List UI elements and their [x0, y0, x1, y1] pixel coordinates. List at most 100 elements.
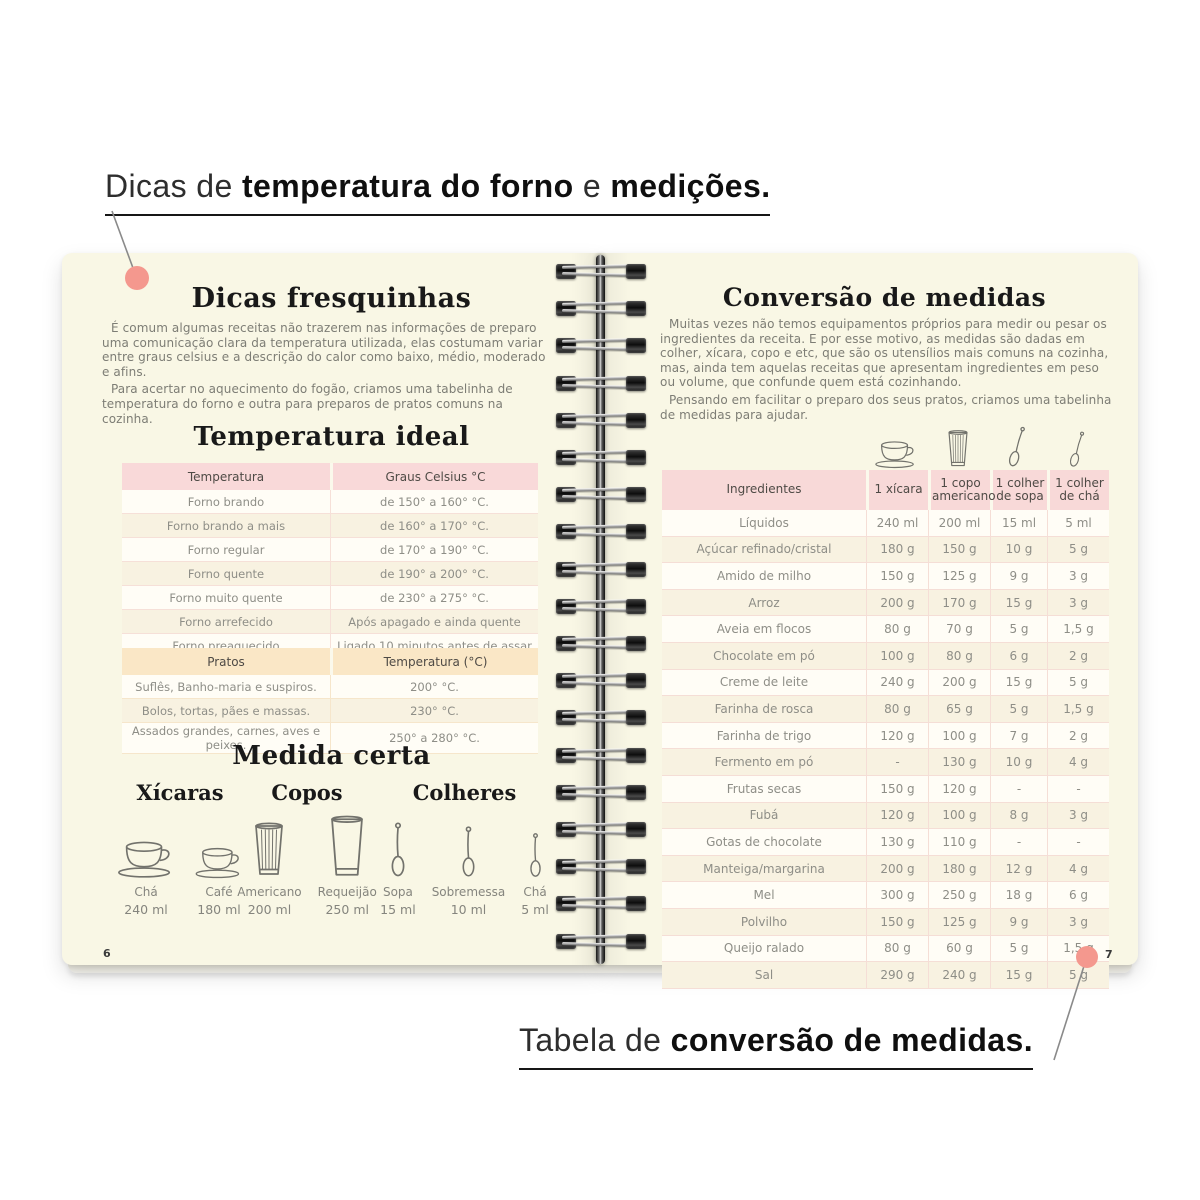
table-cell: 120 g — [866, 722, 928, 750]
table-cell: 230° °C. — [330, 699, 538, 723]
table-cell: 4 g — [1047, 749, 1109, 776]
temperature-section-title: Temperatura ideal — [193, 422, 470, 452]
table-cell: Açúcar refinado/cristal — [662, 537, 866, 564]
table-cell: Polvilho — [662, 909, 866, 936]
spiral-ring — [556, 858, 646, 876]
annotation-top-period: . — [761, 168, 771, 204]
page-number-right: 7 — [1105, 948, 1113, 961]
spiral-ring — [556, 412, 646, 430]
teacup-icon — [115, 817, 177, 879]
table-cell: Assados grandes, carnes, aves e peixes. — [122, 723, 330, 754]
spiral-ring — [556, 337, 646, 355]
table-cell: 100 g — [928, 722, 990, 750]
measure-value: 250 ml — [325, 902, 369, 917]
measure-value: 5 ml — [521, 902, 549, 917]
annotation-dot-bottom — [1076, 946, 1098, 968]
table-cell: 4 g — [1047, 855, 1109, 883]
column-header: Graus Celsius °C — [330, 463, 538, 490]
table-row: Suflês, Banho-maria e suspiros. 200° °C. — [122, 675, 538, 699]
measure-group-label: Colheres — [412, 780, 517, 805]
table-row: Forno regular de 170° a 190° °C. — [122, 538, 538, 562]
table-cell: 125 g — [928, 908, 990, 936]
table-cell: 250° a 280° °C. — [330, 723, 538, 754]
table-cell: 180 g — [928, 855, 990, 883]
table-cell: Gotas de chocolate — [662, 829, 866, 856]
table-cell: 150 g — [866, 908, 928, 936]
table-cell: 200 g — [866, 589, 928, 617]
annotation-bottom-period: . — [1023, 1022, 1033, 1058]
table-row: Assados grandes, carnes, aves e peixes. 2… — [122, 723, 538, 754]
intro-paragraph: É comum algumas receitas não trazerem na… — [102, 321, 546, 379]
measure-value: 200 ml — [247, 902, 292, 917]
oven-temperature-table: Temperatura Graus Celsius °C Forno brand… — [122, 463, 538, 658]
table-cell: Creme de leite — [662, 670, 866, 697]
table-cell: 240 g — [928, 962, 990, 989]
table-cell: 5 g — [990, 696, 1047, 723]
table-cell: 80 g — [866, 696, 928, 723]
measure-section-title: Medida certa — [232, 741, 431, 771]
table-cell: 15 g — [990, 669, 1047, 697]
measure-item: Requeijão 250 ml — [318, 817, 377, 917]
table-cell: 5 g — [1047, 536, 1109, 564]
annotation-top-light: Dicas de — [105, 168, 242, 204]
annotation-top-bold: temperatura do forno — [242, 168, 574, 204]
table-cell: 100 g — [866, 642, 928, 670]
measure-value: 180 ml — [197, 902, 241, 917]
table-cell: 9 g — [990, 563, 1047, 590]
table-cell: de 230° a 275° °C. — [330, 586, 538, 610]
table-cell: Frutas secas — [662, 776, 866, 803]
spiral-ring — [556, 747, 646, 765]
column-header: Ingredientes — [662, 470, 866, 510]
left-page-title: Dicas fresquinhas — [191, 283, 472, 314]
table-cell: 150 g — [928, 536, 990, 564]
table-cell: 60 g — [928, 935, 990, 963]
table-cell: 5 ml — [1047, 510, 1109, 537]
spoon-icon — [390, 817, 406, 879]
table-cell: 6 g — [1047, 882, 1109, 909]
page-stack-edge — [68, 964, 1132, 973]
table-cell: 250 g — [928, 882, 990, 909]
table-cell: Sal — [662, 962, 866, 989]
table-cell: 10 g — [990, 749, 1047, 776]
measure-item: Sopa 15 ml — [380, 817, 416, 917]
table-cell: 100 g — [928, 802, 990, 830]
right-page-intro: Muitas vezes não temos equipamentos próp… — [660, 317, 1112, 425]
spiral-ring — [556, 486, 646, 504]
table-cell: 180 g — [866, 536, 928, 564]
table-cell: Aveia em flocos — [662, 616, 866, 643]
spiral-ring — [556, 933, 646, 951]
table-cell: 120 g — [928, 775, 990, 803]
table-cell: 110 g — [928, 829, 990, 856]
page-number-left: 6 — [103, 947, 111, 960]
table-cell: de 150° a 160° °C. — [330, 490, 538, 514]
conversion-table: Ingredientes 1 xícara 1 copo americano 1… — [662, 470, 1109, 989]
table-row: Bolos, tortas, pães e massas. 230° °C. — [122, 699, 538, 723]
table-cell: 200 g — [928, 669, 990, 697]
right-page: Conversão de medidas Muitas vezes não te… — [601, 253, 1138, 989]
table-row: Líquidos 240 ml 200 ml 15 ml 5 ml — [662, 510, 1109, 537]
table-cell: Queijo ralado — [662, 936, 866, 963]
table-cell: 80 g — [928, 642, 990, 670]
spiral-ring — [556, 449, 646, 467]
table-cell: 12 g — [990, 855, 1047, 883]
table-cell: 5 g — [990, 616, 1047, 643]
spiral-ring — [556, 635, 646, 653]
table-row: Forno quente de 190° a 200° °C. — [122, 562, 538, 586]
table-cell: Suflês, Banho-maria e suspiros. — [122, 675, 330, 699]
column-header: 1 xícara — [866, 470, 928, 510]
table-cell: Manteiga/margarina — [662, 856, 866, 883]
conversion-column-icons — [662, 421, 1108, 469]
table-cell: 1,5 g — [1047, 696, 1109, 723]
measure-value: 15 ml — [380, 902, 416, 917]
table-cell: Amido de milho — [662, 563, 866, 590]
annotation-bottom-light: Tabela de — [519, 1022, 671, 1058]
table-cell: 125 g — [928, 563, 990, 590]
dishes-temperature-table: Pratos Temperatura (°C) Suflês, Banho-ma… — [122, 648, 538, 754]
teaspoon-icon — [1046, 421, 1108, 469]
